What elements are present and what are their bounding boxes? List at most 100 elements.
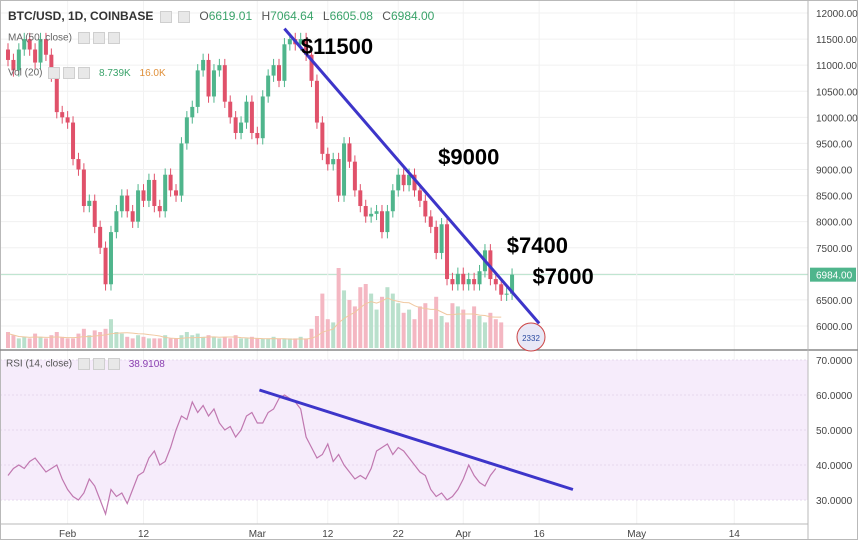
eye-icon[interactable] xyxy=(159,10,172,23)
settings-icon[interactable] xyxy=(92,32,105,44)
candle-body xyxy=(466,279,471,285)
time-tick-label: 14 xyxy=(729,529,741,540)
volume-bar xyxy=(347,300,352,348)
candle-body xyxy=(363,206,368,217)
candle-body xyxy=(228,101,233,118)
volume-bar xyxy=(27,338,32,348)
time-tick-label: 16 xyxy=(534,529,546,540)
candle-body xyxy=(352,161,357,191)
candle-body xyxy=(434,226,439,253)
volume-bar xyxy=(22,336,27,348)
low-value: 6605.08 xyxy=(329,9,373,23)
volume-bar xyxy=(314,316,319,348)
volume-bar xyxy=(98,332,103,348)
time-tick-label: Feb xyxy=(59,529,77,540)
volume-bar xyxy=(477,316,482,348)
volume-bar xyxy=(499,322,504,348)
candle-body xyxy=(309,54,314,81)
price-annotation: $7400 xyxy=(507,233,568,258)
candle-body xyxy=(477,271,482,285)
candle-body xyxy=(33,49,38,63)
volume-bar xyxy=(482,322,487,348)
settings-icon[interactable] xyxy=(178,10,191,23)
close-icon[interactable] xyxy=(107,32,120,44)
volume-bar xyxy=(385,287,390,348)
rsi-value: 38.9108 xyxy=(128,358,165,370)
price-annotation: $11500 xyxy=(301,34,373,59)
candle-body xyxy=(499,284,504,295)
candle-body xyxy=(407,174,412,186)
candle-body xyxy=(244,101,249,123)
low-key: L xyxy=(322,9,330,23)
volume-bar xyxy=(130,338,135,348)
time-tick-label: 12 xyxy=(138,529,150,540)
candle-body xyxy=(168,174,173,191)
rsi-tick-label: 60.0000 xyxy=(816,391,853,402)
close-icon[interactable] xyxy=(78,67,91,79)
candle-body xyxy=(271,65,276,76)
time-tick-label: May xyxy=(627,529,646,540)
eye-icon[interactable] xyxy=(77,32,90,44)
candle-body xyxy=(439,224,444,253)
close-value: 6984.00 xyxy=(390,9,435,23)
volume-bar xyxy=(390,293,395,348)
candle-body xyxy=(342,143,347,196)
volume-bar xyxy=(60,336,65,348)
volume-bar xyxy=(179,335,184,348)
settings-icon[interactable] xyxy=(63,67,76,79)
candle-body xyxy=(98,226,103,248)
price-annotation: $7000 xyxy=(533,264,594,289)
event-flag-icon[interactable]: 2332 xyxy=(516,322,546,352)
candle-body xyxy=(249,101,254,133)
candle-body xyxy=(455,273,460,285)
volume-bar xyxy=(228,338,233,348)
candle-body xyxy=(428,216,433,227)
rsi-band xyxy=(0,359,808,501)
volume-bar xyxy=(38,336,43,348)
time-tick-label: 22 xyxy=(393,529,405,540)
volume-ma-line xyxy=(7,297,502,340)
volume-bar xyxy=(195,333,200,348)
candle-body xyxy=(401,174,406,186)
candle-body xyxy=(445,224,450,280)
candle-body xyxy=(510,274,515,294)
volume-bar xyxy=(249,336,254,348)
open-value: 6619.01 xyxy=(208,9,253,23)
eye-icon[interactable] xyxy=(77,358,90,370)
price-tick-label: 9500.00 xyxy=(816,139,853,150)
volume-bar xyxy=(428,319,433,348)
eye-icon[interactable] xyxy=(48,67,61,79)
candle-body xyxy=(27,39,32,50)
ma-indicator-legend[interactable]: MA (50, close) xyxy=(8,32,120,44)
volume-bar xyxy=(114,332,119,348)
volume-bar xyxy=(157,338,162,348)
candle-body xyxy=(461,273,466,285)
volume-bar xyxy=(71,338,76,348)
volume-bar xyxy=(168,338,173,348)
volume-bar xyxy=(445,322,450,348)
volume-bar xyxy=(217,338,222,348)
price-tick-label: 11000.00 xyxy=(816,61,857,72)
candle-body xyxy=(54,75,59,113)
candle-body xyxy=(163,174,168,212)
candle-body xyxy=(130,211,135,222)
settings-icon[interactable] xyxy=(92,358,105,370)
volume-bar xyxy=(320,293,325,348)
volume-bar xyxy=(65,338,70,348)
candle-body xyxy=(396,174,401,191)
close-icon[interactable] xyxy=(107,358,120,370)
rsi-tick-label: 40.0000 xyxy=(816,461,853,472)
candle-body xyxy=(287,39,292,45)
candles xyxy=(6,32,515,301)
volume-bar xyxy=(369,293,374,348)
rsi-legend[interactable]: RSI (14, close) 38.9108 xyxy=(6,358,165,370)
volume-label: Vol (20) xyxy=(8,67,43,79)
volume-indicator-legend[interactable]: Vol (20) 8.739K 16.0K xyxy=(8,67,166,79)
candle-body xyxy=(450,279,455,285)
price-trendline xyxy=(283,27,541,325)
candle-body xyxy=(136,190,141,222)
volume-bar xyxy=(54,332,59,348)
volume-bar xyxy=(304,338,309,348)
volume-bar xyxy=(92,330,97,348)
